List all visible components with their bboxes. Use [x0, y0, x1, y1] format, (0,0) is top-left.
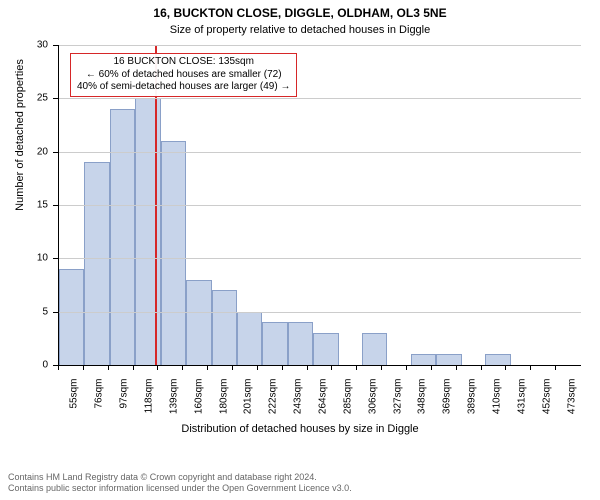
footer-line2: Contains public sector information licen… — [8, 483, 352, 494]
x-tick — [83, 365, 84, 370]
gridline — [59, 258, 581, 259]
chart-title: 16, BUCKTON CLOSE, DIGGLE, OLDHAM, OL3 5… — [0, 6, 600, 20]
x-tick-label: 55sqm — [69, 379, 80, 429]
x-tick — [257, 365, 258, 370]
x-tick-label: 327sqm — [392, 379, 403, 429]
x-tick — [481, 365, 482, 370]
x-tick — [530, 365, 531, 370]
annotation-line1: 16 BUCKTON CLOSE: 135sqm — [77, 56, 290, 69]
x-tick-label: 201sqm — [243, 379, 254, 429]
x-tick-label: 452sqm — [541, 379, 552, 429]
x-tick-label: 285sqm — [342, 379, 353, 429]
bar — [59, 269, 84, 365]
bar — [288, 322, 313, 365]
bar — [135, 98, 160, 365]
x-tick — [182, 365, 183, 370]
x-tick-label: 473sqm — [566, 379, 577, 429]
x-tick — [381, 365, 382, 370]
x-tick-label: 243sqm — [293, 379, 304, 429]
footer-attribution: Contains HM Land Registry data © Crown c… — [8, 472, 352, 495]
x-tick-label: 160sqm — [193, 379, 204, 429]
x-tick-label: 76sqm — [94, 379, 105, 429]
y-tick-label: 25 — [0, 93, 48, 104]
y-tick-label: 0 — [0, 360, 48, 371]
gridline — [59, 45, 581, 46]
y-tick-label: 10 — [0, 253, 48, 264]
x-tick-label: 369sqm — [442, 379, 453, 429]
chart-subtitle: Size of property relative to detached ho… — [0, 24, 600, 36]
y-tick — [53, 312, 58, 313]
annotation-box: 16 BUCKTON CLOSE: 135sqm ← 60% of detach… — [70, 53, 297, 97]
x-tick — [232, 365, 233, 370]
bar — [362, 333, 387, 365]
x-tick-label: 431sqm — [516, 379, 527, 429]
bar — [84, 162, 109, 365]
x-tick-label: 180sqm — [218, 379, 229, 429]
x-tick — [331, 365, 332, 370]
y-tick — [53, 258, 58, 259]
x-tick — [406, 365, 407, 370]
bar — [110, 109, 135, 365]
bar — [411, 354, 436, 365]
footer-line1: Contains HM Land Registry data © Crown c… — [8, 472, 352, 483]
bar — [262, 322, 287, 365]
bar — [313, 333, 338, 365]
x-tick — [133, 365, 134, 370]
bar — [237, 312, 262, 365]
y-tick — [53, 152, 58, 153]
bar — [485, 354, 510, 365]
x-tick-label: 264sqm — [318, 379, 329, 429]
y-tick-label: 30 — [0, 40, 48, 51]
x-tick-label: 410sqm — [492, 379, 503, 429]
bar — [212, 290, 237, 365]
chart-container: { "chart": { "type": "histogram", "backg… — [0, 0, 600, 500]
x-tick-label: 222sqm — [268, 379, 279, 429]
gridline — [59, 205, 581, 206]
x-tick-label: 389sqm — [467, 379, 478, 429]
x-tick — [58, 365, 59, 370]
annotation-line3: 40% of semi-detached houses are larger (… — [77, 81, 290, 94]
gridline — [59, 98, 581, 99]
gridline — [59, 152, 581, 153]
x-tick-label: 306sqm — [367, 379, 378, 429]
y-tick-label: 20 — [0, 146, 48, 157]
y-tick — [53, 45, 58, 46]
x-tick-label: 118sqm — [144, 379, 155, 429]
x-tick — [555, 365, 556, 370]
x-tick-label: 97sqm — [119, 379, 130, 429]
bar — [161, 141, 186, 365]
x-tick — [282, 365, 283, 370]
bar — [436, 354, 461, 365]
y-tick-label: 15 — [0, 200, 48, 211]
bar — [186, 280, 211, 365]
x-tick — [356, 365, 357, 370]
gridline — [59, 312, 581, 313]
annotation-line2: ← 60% of detached houses are smaller (72… — [77, 69, 290, 82]
x-tick — [505, 365, 506, 370]
x-tick — [207, 365, 208, 370]
x-tick — [307, 365, 308, 370]
x-tick — [157, 365, 158, 370]
x-tick-label: 139sqm — [168, 379, 179, 429]
x-tick-label: 348sqm — [417, 379, 428, 429]
x-tick — [108, 365, 109, 370]
y-tick — [53, 205, 58, 206]
x-tick — [431, 365, 432, 370]
y-tick-label: 5 — [0, 306, 48, 317]
x-tick — [456, 365, 457, 370]
y-tick — [53, 98, 58, 99]
